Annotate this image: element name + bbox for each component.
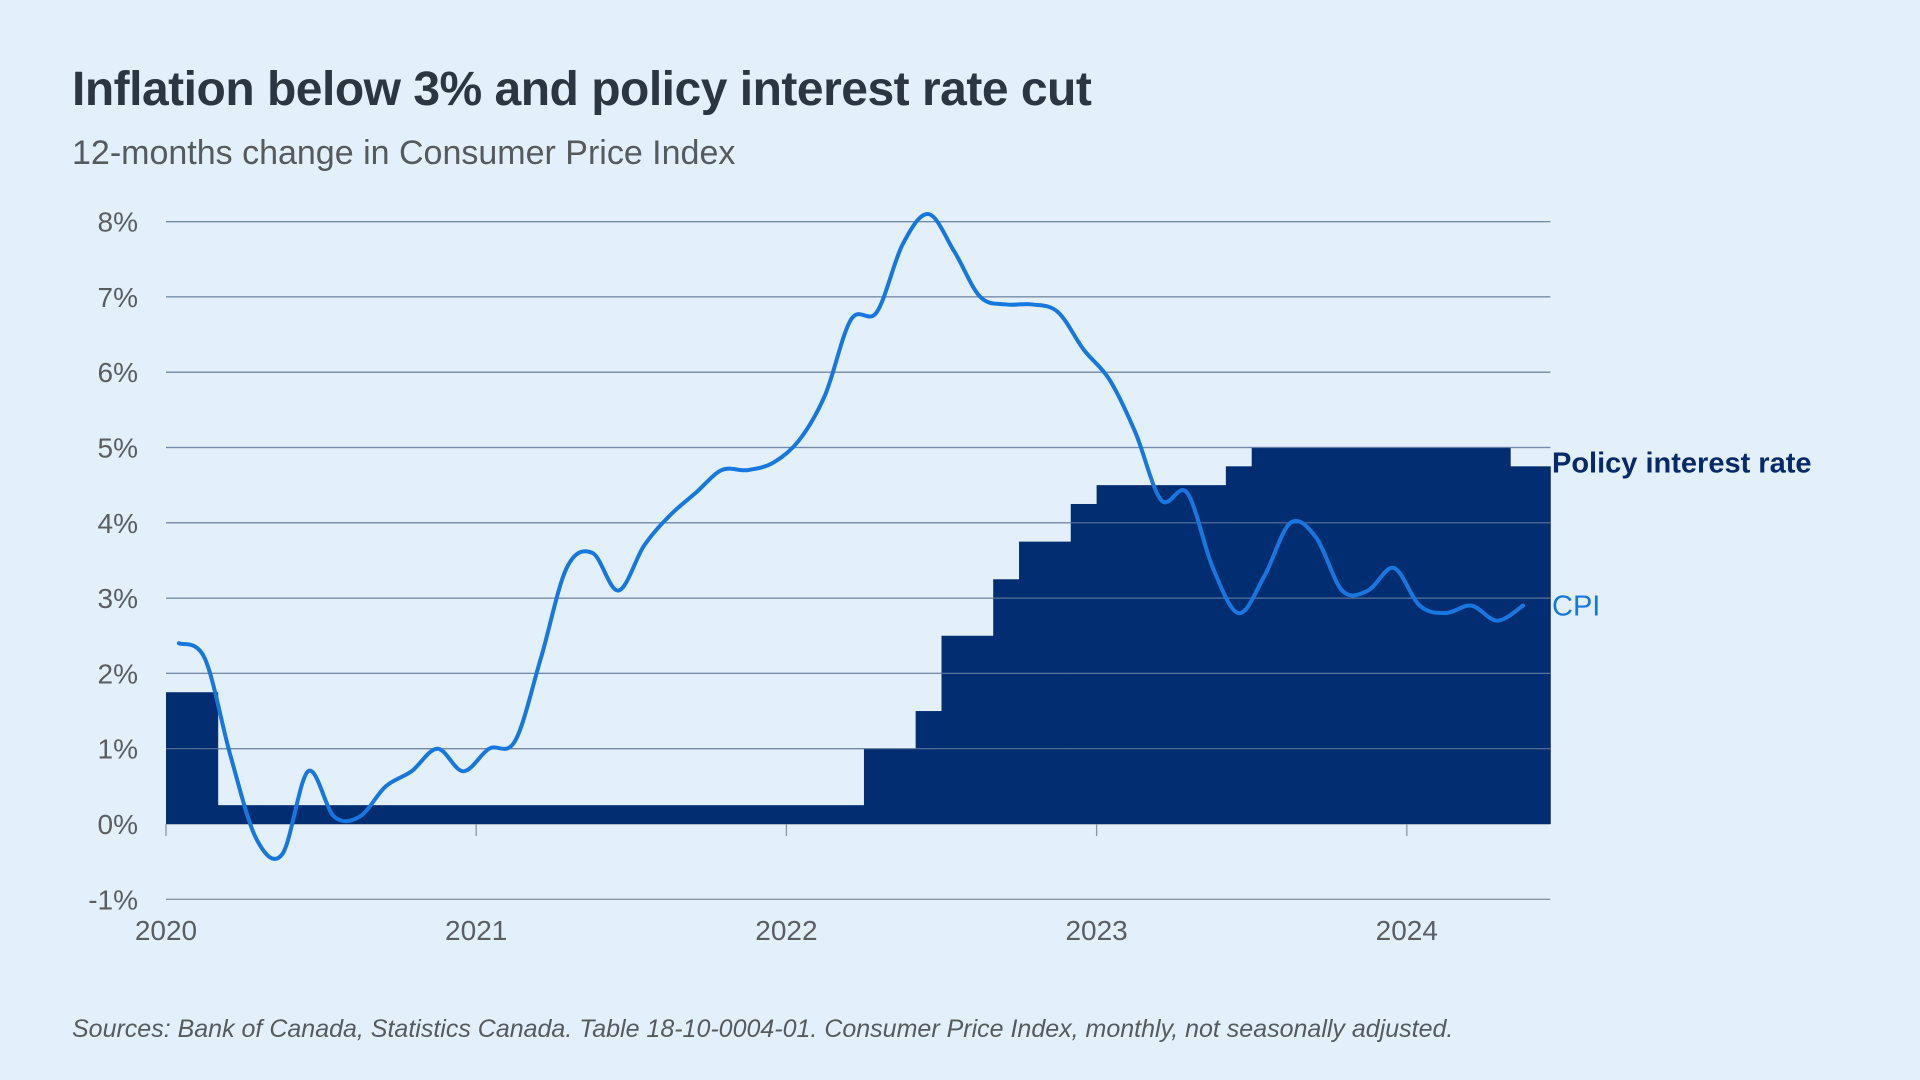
x-tick-label: 2024 xyxy=(1376,915,1438,946)
cpi-series xyxy=(176,212,1526,861)
policy-rate-step xyxy=(1019,541,1072,824)
policy-rate-step xyxy=(1096,485,1227,824)
policy-rate-step xyxy=(217,805,865,824)
policy-rate-step xyxy=(1225,466,1253,824)
y-tick-label: 8% xyxy=(98,207,138,238)
y-tick-label: 0% xyxy=(98,809,138,840)
policy-rate-step xyxy=(1251,447,1511,824)
legend-cpi: CPI xyxy=(1552,591,1600,623)
y-axis: 8% 7% 6% 5% 4% 3% 2% 1% 0% -1% xyxy=(88,207,138,916)
legend-policy-rate: Policy interest rate xyxy=(1552,448,1812,480)
y-tick-label: 7% xyxy=(98,282,138,313)
policy-rate-step xyxy=(1070,503,1098,824)
y-tick-label: -1% xyxy=(88,884,138,915)
cpi-line xyxy=(176,212,1526,861)
x-tick-label: 2023 xyxy=(1065,915,1127,946)
policy-rate-step xyxy=(941,635,994,824)
chart-subtitle: 12-months change in Consumer Price Index xyxy=(72,134,736,172)
x-tick-label: 2020 xyxy=(135,915,197,946)
y-tick-label: 1% xyxy=(98,734,138,765)
footnote: Sources: Bank of Canada, Statistics Cana… xyxy=(72,1015,1454,1043)
chart-title: Inflation below 3% and policy interest r… xyxy=(72,63,1092,116)
y-tick-label: 6% xyxy=(98,357,138,388)
y-tick-label: 3% xyxy=(98,583,138,614)
policy-rate-step xyxy=(1510,466,1551,824)
policy-rate-step xyxy=(993,579,1020,824)
y-tick-label: 5% xyxy=(98,433,138,464)
x-tick-label: 2021 xyxy=(445,915,507,946)
policy-rate-step xyxy=(863,748,917,824)
y-tick-label: 2% xyxy=(98,658,138,689)
x-tick-label: 2022 xyxy=(755,915,817,946)
policy-rate-series xyxy=(166,221,1551,824)
y-tick-label: 4% xyxy=(98,508,138,539)
policy-rate-step xyxy=(915,711,942,824)
policy-rate-step xyxy=(166,692,219,824)
x-axis: 2020 2021 2022 2023 2024 xyxy=(135,824,1438,946)
